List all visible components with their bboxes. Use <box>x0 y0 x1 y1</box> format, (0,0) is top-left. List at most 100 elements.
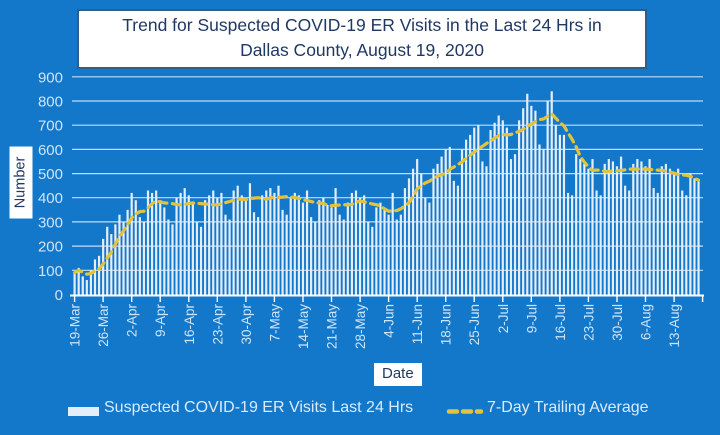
bar <box>236 185 239 295</box>
bar <box>363 195 366 295</box>
x-axis-tick-label: 14-May <box>296 304 311 349</box>
bar <box>668 168 672 295</box>
bar <box>513 154 517 295</box>
bar <box>195 221 199 295</box>
bar <box>579 159 582 295</box>
bar <box>664 163 668 295</box>
bar <box>310 217 313 295</box>
y-axis-tick-label: 600 <box>38 142 63 159</box>
bar <box>648 159 651 295</box>
bar <box>199 226 203 295</box>
bar <box>293 192 296 295</box>
x-axis-tick-label: 11-Jun <box>410 304 425 344</box>
bar <box>342 219 345 295</box>
bar <box>656 192 659 295</box>
x-axis-tick-label: 23-Apr <box>210 304 225 345</box>
bar <box>281 209 284 295</box>
bar <box>232 190 235 295</box>
chart-title: Trend for Suspected COVID-19 ER Visits i… <box>77 9 647 69</box>
bar <box>252 212 256 295</box>
bar <box>566 192 570 295</box>
bar <box>685 195 688 295</box>
bar <box>114 224 117 295</box>
bar <box>424 197 427 295</box>
bar <box>297 195 300 295</box>
x-axis-tick-label: 19-Mar <box>68 304 83 347</box>
x-axis-tick-label: 6-Aug <box>639 304 654 340</box>
bar <box>73 272 76 295</box>
bar <box>318 200 321 295</box>
bar <box>122 221 125 295</box>
bar <box>350 192 353 295</box>
bar <box>624 185 627 295</box>
bar <box>179 192 182 295</box>
bar <box>595 190 598 295</box>
bar <box>693 178 696 295</box>
x-axis-tick-label: 28-May <box>353 304 368 349</box>
bar <box>375 207 378 295</box>
bar <box>420 173 423 295</box>
bar <box>110 234 113 295</box>
bar <box>228 219 231 295</box>
bar <box>677 168 680 295</box>
bar <box>416 159 419 295</box>
bar <box>118 214 121 295</box>
bar <box>77 267 80 295</box>
bar <box>697 180 700 295</box>
bar <box>652 188 655 295</box>
x-axis-tick-label: 16-Jul <box>553 304 568 341</box>
bar <box>212 190 215 295</box>
bar <box>603 163 606 295</box>
bar <box>204 200 207 295</box>
x-axis-tick-label: 13-Aug <box>667 304 682 348</box>
x-axis-tick-label: 26-Mar <box>96 304 111 347</box>
x-axis-tick-label: 21-May <box>325 304 340 349</box>
bar <box>216 197 219 295</box>
bar <box>93 259 97 295</box>
bar <box>428 202 431 295</box>
bar <box>265 190 268 295</box>
bar <box>85 279 88 295</box>
bar <box>399 214 402 295</box>
bar <box>269 188 272 295</box>
bar <box>261 195 264 295</box>
bar <box>489 130 492 295</box>
y-axis-title: Number <box>9 146 33 219</box>
bar <box>220 192 223 295</box>
bar <box>301 202 305 295</box>
bar <box>330 207 333 295</box>
bar <box>240 195 243 295</box>
bar <box>163 207 166 295</box>
x-axis-tick-label: 18-Jun <box>439 304 454 345</box>
trailing-average-line <box>72 111 701 276</box>
bar <box>159 200 162 295</box>
bar <box>432 168 435 295</box>
bar <box>383 209 386 295</box>
x-axis-tick-label: 16-Apr <box>182 304 197 345</box>
x-axis-tick-label: 25-Jun <box>467 304 482 345</box>
bar <box>542 149 545 295</box>
bar <box>171 224 174 295</box>
bar <box>473 127 476 295</box>
bar <box>273 192 276 295</box>
bar <box>326 205 329 295</box>
bar <box>464 139 468 295</box>
bar <box>126 209 129 295</box>
bar <box>183 188 186 295</box>
x-axis-tick-label: 9-Apr <box>153 303 168 337</box>
bar <box>81 276 84 295</box>
bar <box>689 173 692 295</box>
bar <box>387 214 390 295</box>
bar <box>208 195 211 295</box>
bar <box>187 195 190 295</box>
y-axis-tick-label: 500 <box>38 166 63 183</box>
x-axis-title: Date <box>374 363 422 386</box>
bar <box>554 125 557 295</box>
bar <box>285 214 288 295</box>
x-axis-tick-label: 7-May <box>267 304 282 342</box>
bar <box>611 161 614 295</box>
bar <box>289 197 292 295</box>
bar <box>575 154 578 295</box>
bar <box>448 146 451 295</box>
bar <box>615 166 619 295</box>
